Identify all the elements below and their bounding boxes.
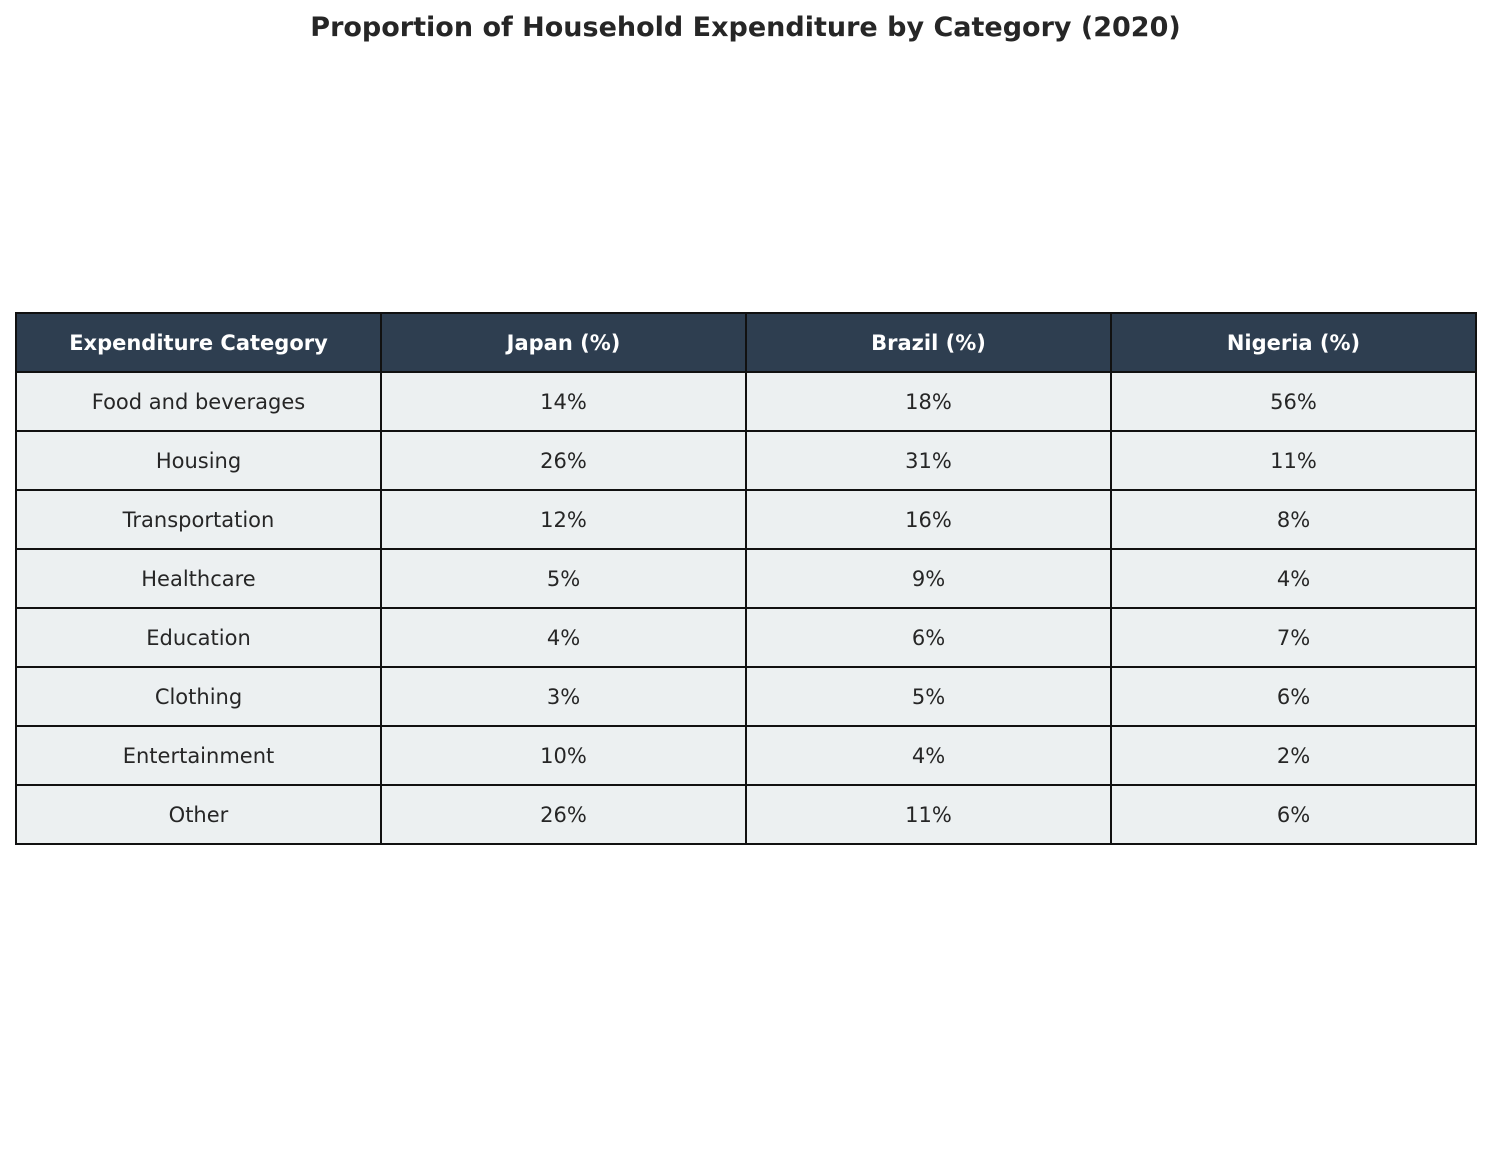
table-cell-value: 18% bbox=[745, 371, 1112, 432]
table-cell-value: 26% bbox=[380, 430, 747, 491]
table-cell-value: 8% bbox=[1110, 489, 1477, 550]
column-header: Japan (%) bbox=[380, 312, 747, 373]
table-cell-value: 4% bbox=[380, 607, 747, 668]
table-cell-value: 12% bbox=[380, 489, 747, 550]
table-row: Food and beverages 14% 18% 56% bbox=[15, 371, 1477, 432]
table-cell-value: 2% bbox=[1110, 725, 1477, 786]
table-cell-value: 6% bbox=[1110, 784, 1477, 845]
table-cell-category: Transportation bbox=[15, 489, 382, 550]
expenditure-table: Expenditure Category Japan (%) Brazil (%… bbox=[15, 312, 1477, 845]
table-cell-value: 5% bbox=[745, 666, 1112, 727]
table-cell-category: Clothing bbox=[15, 666, 382, 727]
table-cell-category: Food and beverages bbox=[15, 371, 382, 432]
table-cell-value: 7% bbox=[1110, 607, 1477, 668]
table-cell-category: Healthcare bbox=[15, 548, 382, 609]
table-row: Other 26% 11% 6% bbox=[15, 784, 1477, 845]
table-cell-value: 26% bbox=[380, 784, 747, 845]
table-cell-value: 5% bbox=[380, 548, 747, 609]
table-cell-value: 9% bbox=[745, 548, 1112, 609]
table-row: Transportation 12% 16% 8% bbox=[15, 489, 1477, 550]
table-cell-value: 14% bbox=[380, 371, 747, 432]
table-cell-value: 6% bbox=[1110, 666, 1477, 727]
table-cell-value: 4% bbox=[1110, 548, 1477, 609]
table-row: Healthcare 5% 9% 4% bbox=[15, 548, 1477, 609]
table-cell-category: Education bbox=[15, 607, 382, 668]
column-header: Nigeria (%) bbox=[1110, 312, 1477, 373]
table-row: Education 4% 6% 7% bbox=[15, 607, 1477, 668]
table-cell-value: 11% bbox=[1110, 430, 1477, 491]
table-cell-value: 3% bbox=[380, 666, 747, 727]
table-cell-value: 6% bbox=[745, 607, 1112, 668]
column-header: Expenditure Category bbox=[15, 312, 382, 373]
column-header: Brazil (%) bbox=[745, 312, 1112, 373]
table-cell-value: 10% bbox=[380, 725, 747, 786]
table-cell-category: Housing bbox=[15, 430, 382, 491]
table-header-row: Expenditure Category Japan (%) Brazil (%… bbox=[15, 312, 1477, 373]
chart-title: Proportion of Household Expenditure by C… bbox=[310, 12, 1181, 43]
table-row: Housing 26% 31% 11% bbox=[15, 430, 1477, 491]
table-cell-category: Entertainment bbox=[15, 725, 382, 786]
table-cell-value: 31% bbox=[745, 430, 1112, 491]
table-cell-value: 11% bbox=[745, 784, 1112, 845]
table-cell-value: 16% bbox=[745, 489, 1112, 550]
table-row: Entertainment 10% 4% 2% bbox=[15, 725, 1477, 786]
table-cell-category: Other bbox=[15, 784, 382, 845]
table-cell-value: 56% bbox=[1110, 371, 1477, 432]
table-cell-value: 4% bbox=[745, 725, 1112, 786]
table-row: Clothing 3% 5% 6% bbox=[15, 666, 1477, 727]
